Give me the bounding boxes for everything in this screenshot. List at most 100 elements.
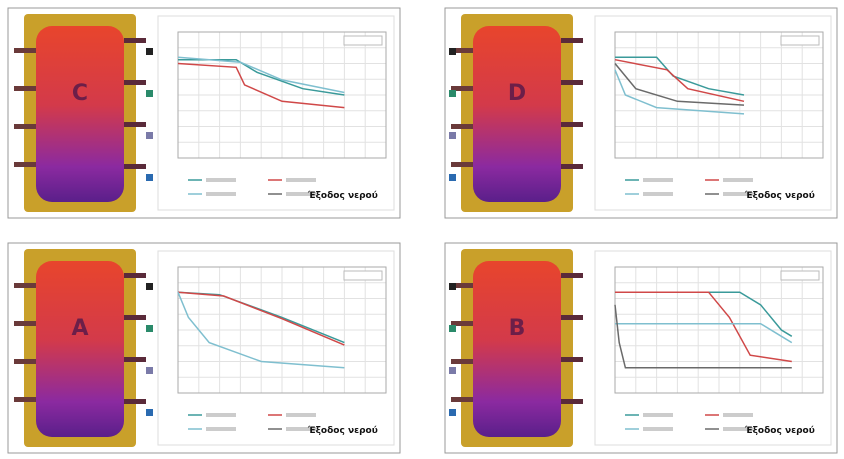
port [14,86,36,91]
caption: Έξοδος νερού [744,426,815,436]
panel: A Έξοδος νερού [7,242,401,454]
legend-text [723,427,753,431]
port [561,357,583,362]
connector-icon [146,90,153,97]
port [451,321,473,326]
connector-icon [449,90,456,97]
port [451,283,473,288]
port [561,315,583,320]
connector-icon [449,283,456,290]
port [124,122,146,127]
curve [177,56,345,94]
curve [615,322,793,344]
port [124,80,146,85]
port [14,124,36,129]
legend-text [643,413,673,417]
port [14,359,36,364]
legend-text [643,192,673,196]
legend-text [286,413,316,417]
port [561,399,583,404]
legend-text [286,427,316,431]
port [14,397,36,402]
connector-icon [449,409,456,416]
port [561,273,583,278]
port [451,162,473,167]
connector-icon [146,174,153,181]
tank-label: A [71,316,88,341]
chart-tag [343,270,383,281]
plot-frame [614,31,824,159]
port [14,162,36,167]
caption: Έξοδος νερού [744,191,815,201]
port [561,164,583,169]
curve [177,62,345,109]
caption: Έξοδος νερού [307,191,378,201]
port [124,164,146,169]
legend-text [723,178,753,182]
connector-icon [146,132,153,139]
connector-icon [146,367,153,374]
port [124,38,146,43]
curve [614,58,745,103]
connector-icon [449,367,456,374]
port [124,273,146,278]
legend-text [206,427,236,431]
curve [177,291,345,369]
curve [614,69,745,115]
legend-text [723,413,753,417]
chart-tag [343,35,383,46]
port [451,86,473,91]
port [124,357,146,362]
plot-frame [177,31,387,159]
panel: C Έξοδος νερού [7,7,401,219]
connector-icon [449,132,456,139]
port [451,124,473,129]
plot-frame [614,266,824,394]
panel: B Έξοδος νερού [444,242,838,454]
port [124,315,146,320]
port [14,321,36,326]
legend-text [643,427,673,431]
legend-text [206,413,236,417]
chart-box [157,15,395,211]
curve [615,291,792,363]
caption: Έξοδος νερού [307,426,378,436]
chart-tag [780,270,820,281]
tank-label: B [509,316,526,341]
tank-label: C [72,81,88,106]
port [451,359,473,364]
curve [614,304,792,369]
chart-box [157,250,395,446]
connector-icon [146,48,153,55]
connector-icon [449,48,456,55]
connector-icon [146,409,153,416]
port [14,48,36,53]
tank-body [36,261,124,437]
port [561,122,583,127]
port [124,399,146,404]
chart-box [594,250,832,446]
port [451,397,473,402]
legend-text [286,192,316,196]
connector-icon [449,174,456,181]
legend-text [723,192,753,196]
panel: D Έξοδος νερού [444,7,838,219]
port [451,48,473,53]
curve [614,63,745,106]
connector-icon [146,325,153,332]
legend-text [643,178,673,182]
connector-icon [146,283,153,290]
tank-label: D [508,81,526,106]
legend-text [206,192,236,196]
tank-body [36,26,124,202]
legend-text [206,178,236,182]
plot-frame [177,266,387,394]
tank-body [473,261,561,437]
port [561,80,583,85]
chart-box [594,15,832,211]
legend-text [286,178,316,182]
tank-body [473,26,561,202]
curve [177,291,345,346]
port [561,38,583,43]
